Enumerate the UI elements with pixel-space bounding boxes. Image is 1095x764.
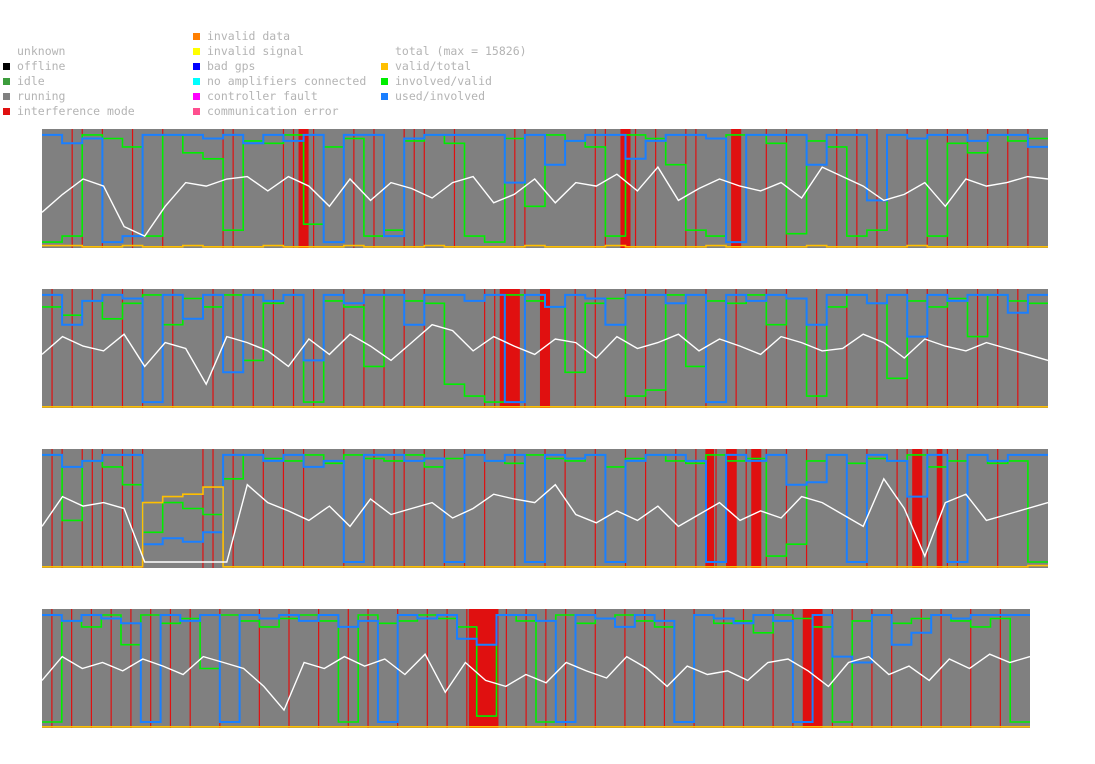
legend-swatch xyxy=(193,78,200,85)
interference-band xyxy=(468,609,499,728)
legend-swatch xyxy=(381,93,388,100)
series-total xyxy=(41,165,1049,237)
legend-label: idle xyxy=(17,74,45,88)
error-legend-item: invalid signal xyxy=(193,44,366,59)
legend-label: bad gps xyxy=(207,59,256,73)
legend-label: total (max = 15826) xyxy=(395,44,527,58)
legend-swatch xyxy=(193,48,200,55)
series-valid-total xyxy=(42,486,1048,568)
legend-label: running xyxy=(17,89,66,103)
interference-band xyxy=(726,449,737,568)
legend-label: no amplifiers connected xyxy=(207,74,367,88)
legend-label: valid/total xyxy=(395,59,472,73)
status-legend-item: idle xyxy=(3,74,135,89)
legend-swatch xyxy=(3,78,10,85)
legend-label: unknown xyxy=(17,44,66,58)
series-total xyxy=(41,477,1049,563)
series-involved-valid xyxy=(42,614,1030,723)
legend-label: interference mode xyxy=(17,104,135,118)
legend-ratios: total (max = 15826) valid/total involved/v… xyxy=(381,29,527,104)
series-total xyxy=(41,653,1031,712)
chart-strip xyxy=(41,449,1049,568)
legend-swatch xyxy=(381,63,388,70)
legend-status: unknown offline idle running interference mo… xyxy=(3,29,135,119)
status-legend-item: offline xyxy=(3,59,135,74)
series-used-involved xyxy=(42,133,1048,244)
legend-swatch xyxy=(3,108,10,115)
ratio-legend-item: valid/total xyxy=(381,59,527,74)
error-legend-item: no amplifiers connected xyxy=(193,74,366,89)
ratio-legend-item: involved/valid xyxy=(381,74,527,89)
series-involved-valid xyxy=(42,134,1048,243)
legend-errors: invalid data invalid signal bad gps no ampl… xyxy=(193,29,366,119)
error-legend-item: communication error xyxy=(193,104,366,119)
legend-swatch xyxy=(381,78,388,85)
legend-swatch xyxy=(193,63,200,70)
ratio-legend-item: used/involved xyxy=(381,89,527,104)
interference-band xyxy=(499,289,520,408)
chart-strip xyxy=(41,129,1049,248)
status-legend-item: unknown xyxy=(3,44,135,59)
legend-swatch xyxy=(3,93,10,100)
legend-label: involved/valid xyxy=(395,74,492,88)
legend-label: invalid data xyxy=(207,29,291,43)
legend-label: invalid signal xyxy=(207,44,304,58)
chart-strip xyxy=(41,609,1031,728)
chart-strip xyxy=(41,289,1049,408)
series-total xyxy=(41,323,1049,386)
series-used-involved xyxy=(42,614,1030,723)
series-valid-total xyxy=(42,244,1048,248)
error-legend-item: bad gps xyxy=(193,59,366,74)
legend-swatch xyxy=(193,33,200,40)
status-legend-item: running xyxy=(3,89,135,104)
ratio-legend-item: total (max = 15826) xyxy=(381,44,527,59)
legend-swatch xyxy=(193,93,200,100)
error-legend-item: controller fault xyxy=(193,89,366,104)
legend-swatch xyxy=(3,63,10,70)
legend-label: controller fault xyxy=(207,89,318,103)
legend-label: offline xyxy=(17,59,66,73)
status-legend-item: interference mode xyxy=(3,104,135,119)
legend-label: used/involved xyxy=(395,89,486,103)
legend-label: communication error xyxy=(207,104,339,118)
interference-band xyxy=(937,449,943,568)
series-used-involved xyxy=(42,453,1048,563)
series-used-involved xyxy=(42,293,1048,404)
legend-swatch xyxy=(193,108,200,115)
error-legend-item: invalid data xyxy=(193,29,366,44)
